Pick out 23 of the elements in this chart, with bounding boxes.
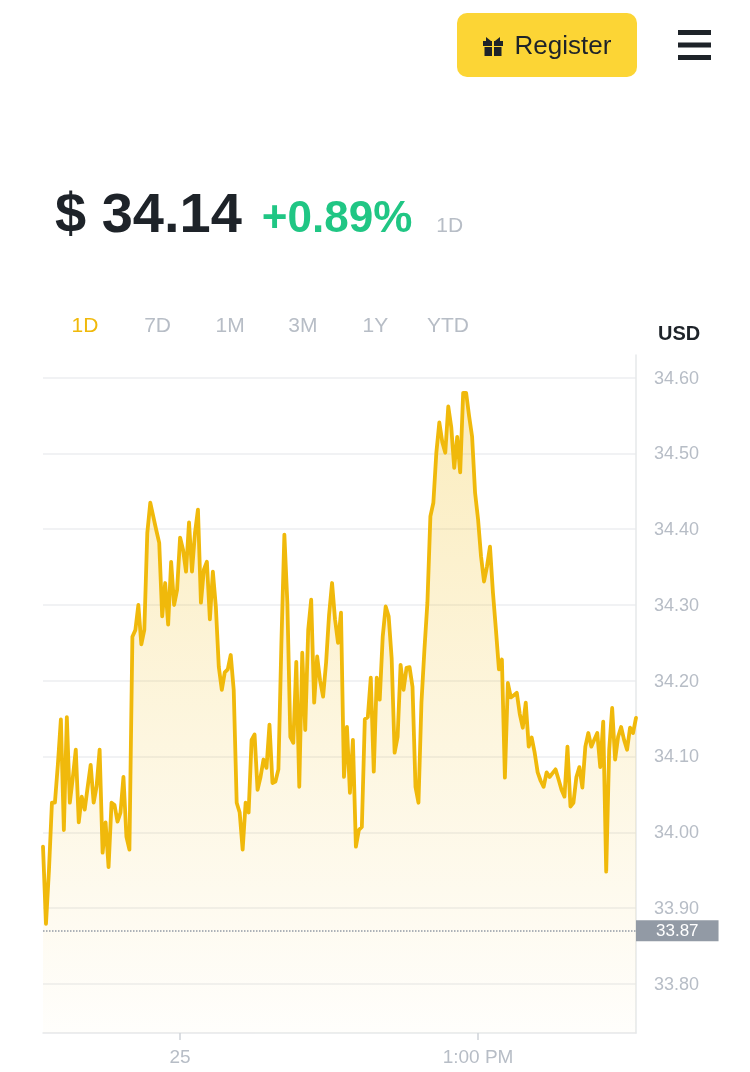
y-tick-label: 34.40 — [654, 519, 700, 540]
y-tick-label: 33.80 — [654, 973, 700, 994]
register-button: Register — [457, 13, 637, 77]
y-axis-title: USD — [658, 322, 701, 344]
text: 7D — [144, 313, 172, 337]
ref-line-label: 33.87 — [656, 921, 699, 941]
text: YTD — [427, 313, 469, 337]
text: 3M — [288, 313, 318, 337]
y-tick-label: 34.60 — [654, 367, 700, 388]
y-tick-label: 33.90 — [654, 898, 700, 919]
y-tick-label: 34.00 — [654, 822, 700, 843]
y-tick-label: 34.50 — [654, 443, 700, 464]
y-tick-label: 34.30 — [654, 594, 700, 615]
x-tick-label: 25 — [169, 1046, 191, 1067]
chart-title: $ 34.14 — [55, 180, 242, 245]
y-tick-label: 34.10 — [654, 746, 700, 767]
text: 1D — [436, 213, 464, 237]
y-tick-label: 34.20 — [654, 670, 700, 691]
chart-subtitle: +0.89% — [261, 192, 413, 242]
text: 1D — [71, 313, 99, 337]
text: 1M — [215, 313, 245, 337]
text: 1Y — [362, 313, 389, 337]
x-tick-label: 1:00 PM — [442, 1046, 514, 1067]
